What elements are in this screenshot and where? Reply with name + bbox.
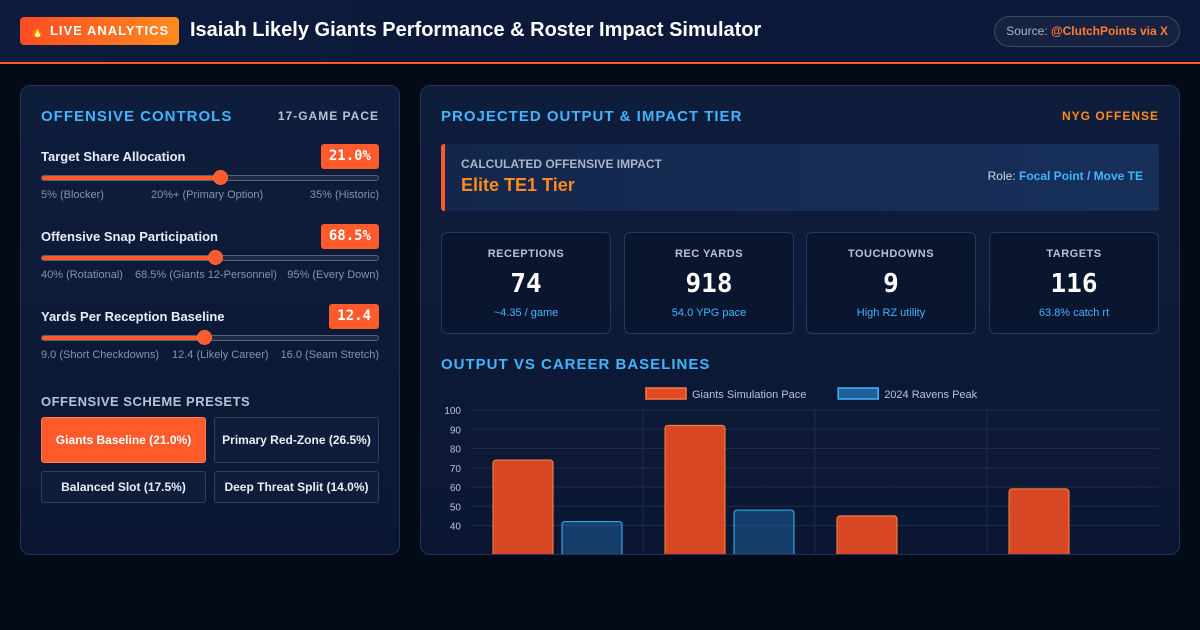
legend-swatch [645,387,687,400]
live-analytics-badge: 🔥 LIVE ANALYTICS [20,17,180,45]
chart-bar [492,459,554,554]
controls-panel-tag: 17-GAME PACE [277,109,379,123]
snap-participation-label: Offensive Snap Participation [41,229,218,244]
ypr-baseline-slider[interactable] [41,330,379,345]
chart-bar [561,521,623,554]
ypr-baseline-control: Yards Per Reception Baseline 12.4 9.0 (S… [41,304,379,366]
target-share-slider-fill [42,176,222,180]
impact-label: CALCULATED OFFENSIVE IMPACT [461,157,662,171]
target-share-slider[interactable] [41,170,379,185]
header-bar: 🔥 LIVE ANALYTICS Isaiah Likely Giants Per… [0,0,1200,64]
controls-panel-title: OFFENSIVE CONTROLS [41,108,233,125]
scale-min-label: 9.0 (Short Checkdowns) [41,349,159,361]
impact-role: Role: Focal Point / Move TE [988,169,1143,183]
preset-deep-threat-split-button[interactable]: Deep Threat Split (14.0%) [214,471,379,503]
target-share-slider-thumb[interactable] [213,170,229,185]
scale-mid-label: 12.4 (Likely Career) [172,349,269,361]
stat-value: 918 [685,269,733,299]
snap-participation-slider-thumb[interactable] [208,250,224,265]
legend-swatch [837,387,879,400]
fire-icon: 🔥 [30,24,46,38]
stat-label: TOUCHDOWNS [847,248,935,260]
snap-participation-slider-fill [42,256,217,260]
y-tick-label: 40 [450,522,462,533]
preset-giants-baseline-button[interactable]: Giants Baseline (21.0%) [41,417,206,463]
stat-label: RECEPTIONS [487,248,565,260]
y-tick-label: 70 [450,464,462,475]
stat-label: REC YARDS [674,248,744,260]
stat-subtext: High RZ utility [856,307,926,319]
y-tick-label: 50 [450,502,462,513]
impact-tier-value: Elite TE1 Tier [461,175,575,195]
stat-card-targets: TARGETS 116 63.8% catch rt [989,232,1159,334]
snap-participation-slider[interactable] [41,250,379,265]
scale-max-label: 35% (Historic) [309,189,379,201]
chart-heading: OUTPUT VS CAREER BASELINES [441,356,711,373]
scale-max-label: 95% (Every Down) [287,269,379,281]
stat-subtext: 54.0 YPG pace [671,307,747,319]
chart-bar [1008,488,1070,554]
source-pill[interactable]: Source: @ClutchPoints via X [994,16,1180,47]
baseline-comparison-chart: Giants Simulation Pace 2024 Ravens Peak 40… [444,387,1159,554]
y-tick-label: 80 [450,445,462,456]
role-prefix: Role: [987,169,1016,183]
target-share-control: Target Share Allocation 21.0% 5% (Blocke… [41,144,379,206]
projected-output-panel: PROJECTED OUTPUT & IMPACT TIER NYG OFFEN… [420,85,1180,555]
scale-min-label: 40% (Rotational) [41,269,123,281]
source-handle-link[interactable]: @ClutchPoints via X [1050,24,1168,38]
stat-value: 116 [1050,269,1098,299]
output-panel-title: PROJECTED OUTPUT & IMPACT TIER [441,108,743,125]
page-title: Isaiah Likely Giants Performance & Roste… [190,19,762,41]
stat-card-rec-yards: REC YARDS 918 54.0 YPG pace [624,232,794,334]
preset-balanced-slot-button[interactable]: Balanced Slot (17.5%) [41,471,206,503]
preset-primary-red-zone-button[interactable]: Primary Red-Zone (26.5%) [214,417,379,463]
y-tick-label: 100 [444,406,461,417]
ypr-baseline-value: 12.4 [329,304,379,329]
chart-bar [836,515,898,554]
snap-participation-control: Offensive Snap Participation 68.5% 40% (… [41,224,379,286]
scale-max-label: 16.0 (Seam Stretch) [280,349,379,361]
chart-bar [664,424,726,554]
stat-value: 74 [510,269,542,299]
stat-subtext: 63.8% catch rt [1038,307,1110,319]
scale-mid-label: 68.5% (Giants 12-Personnel) [135,269,277,281]
stat-label: TARGETS [1046,248,1102,260]
target-share-value: 21.0% [320,144,379,169]
scale-mid-label: 20%+ (Primary Option) [151,189,264,201]
role-value: Focal Point / Move TE [1018,169,1143,183]
offensive-controls-panel: OFFENSIVE CONTROLS 17-GAME PACE Target S… [20,85,400,555]
target-share-label: Target Share Allocation [41,149,186,164]
stat-card-receptions: RECEPTIONS 74 ~4.35 / game [441,232,611,334]
output-panel-tag: NYG OFFENSE [1061,109,1159,123]
source-prefix: Source: [1006,24,1048,38]
legend-label: 2024 Ravens Peak [884,389,977,401]
chart-bar [733,509,795,554]
y-tick-label: 60 [450,483,462,494]
presets-title: OFFENSIVE SCHEME PRESETS [41,394,251,409]
impact-tier-box: CALCULATED OFFENSIVE IMPACT Elite TE1 Ti… [441,144,1159,211]
ypr-baseline-label: Yards Per Reception Baseline [41,309,225,324]
snap-participation-value: 68.5% [320,224,379,249]
y-tick-label: 90 [450,425,462,436]
ypr-baseline-slider-fill [42,336,206,340]
stat-card-touchdowns: TOUCHDOWNS 9 High RZ utility [806,232,976,334]
live-analytics-label: LIVE ANALYTICS [49,23,170,38]
legend-label: Giants Simulation Pace [692,389,806,401]
ypr-baseline-slider-thumb[interactable] [197,330,213,345]
scale-min-label: 5% (Blocker) [41,189,104,201]
stat-value: 9 [883,269,899,299]
stat-subtext: ~4.35 / game [493,307,559,319]
